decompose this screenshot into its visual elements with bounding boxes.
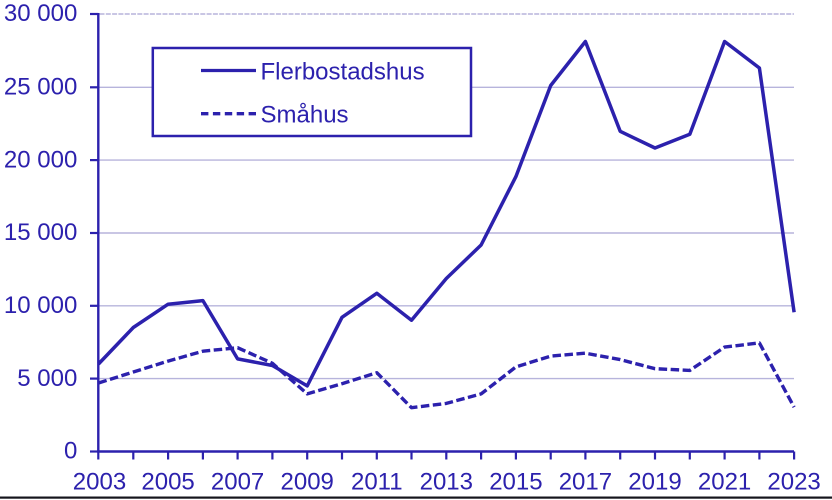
svg-text:20 000: 20 000: [4, 146, 77, 173]
svg-text:2007: 2007: [211, 469, 264, 496]
svg-text:2017: 2017: [559, 469, 612, 496]
svg-text:15 000: 15 000: [4, 219, 77, 246]
svg-text:5 000: 5 000: [17, 365, 77, 392]
svg-text:10 000: 10 000: [4, 292, 77, 319]
svg-text:2011: 2011: [351, 469, 403, 496]
svg-text:2015: 2015: [489, 469, 542, 496]
svg-text:Småhus: Småhus: [261, 102, 349, 129]
svg-text:2013: 2013: [420, 469, 473, 496]
svg-text:2019: 2019: [628, 469, 681, 496]
svg-text:25 000: 25 000: [4, 74, 77, 101]
svg-text:Flerbostadshus: Flerbostadshus: [261, 59, 425, 86]
svg-text:2009: 2009: [281, 469, 334, 496]
svg-text:30 000: 30 000: [4, 0, 77, 27]
svg-text:2023: 2023: [767, 469, 820, 496]
svg-text:2003: 2003: [73, 469, 126, 496]
svg-text:2021: 2021: [698, 469, 751, 496]
svg-text:2005: 2005: [141, 469, 194, 496]
svg-text:0: 0: [64, 438, 77, 465]
